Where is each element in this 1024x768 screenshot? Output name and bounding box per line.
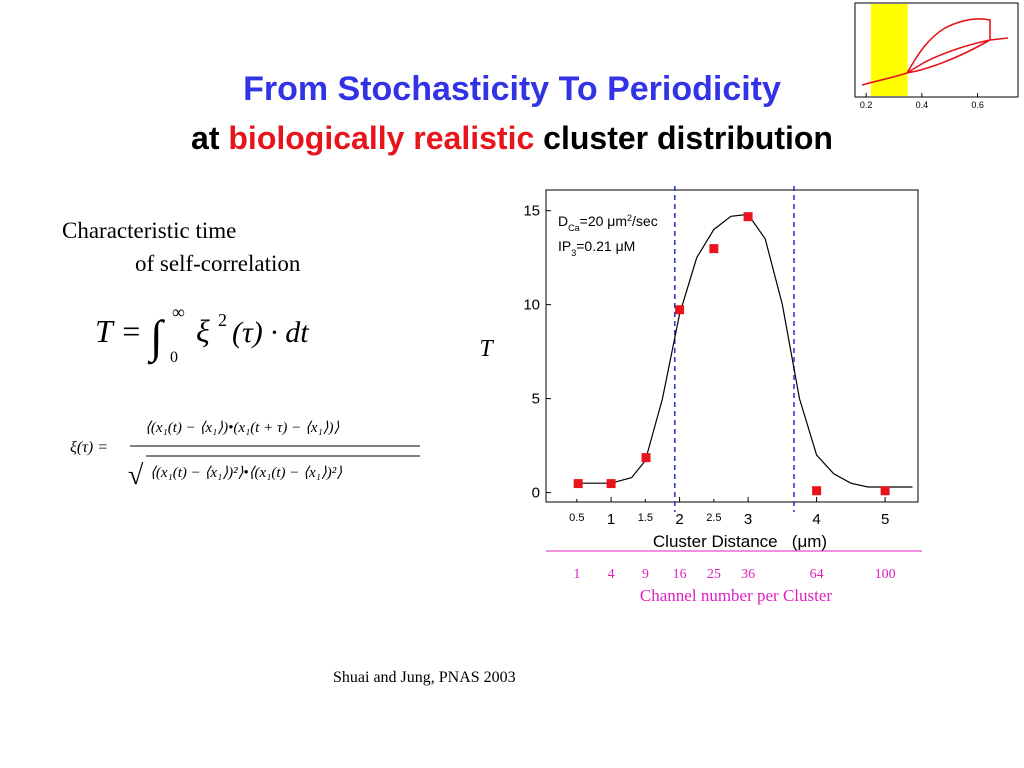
annotation: DCa=20 μm2/sec [558,213,658,233]
inset-band [870,4,908,96]
formula-upper: ∞ [172,302,185,322]
subtitle-part: at [191,120,228,156]
title: From Stochasticity To Periodicity [243,70,781,108]
subtitle-part: biologically realistic [228,120,534,156]
formula-integrand: ξ [196,313,210,349]
x-minor-tick-label: 1.5 [638,512,653,524]
channel-tick-label: 4 [608,567,615,582]
annotation: IP3=0.21 μM [558,238,635,258]
formula-1: T = ∫ 0 ∞ ξ 2 (τ) · dt [95,302,309,366]
inset-tick-label: 0.6 [971,100,984,110]
data-point [709,244,719,254]
y-tick-label: 5 [532,391,540,408]
subtitle-part: cluster distribution [534,120,833,156]
formula-lhs: T = [95,313,142,349]
annotation-part: 2 [627,213,632,223]
fit-curve [576,213,913,488]
annotation-part: =20 μm [580,213,627,229]
formula-root: √ [128,460,144,491]
formula-denominator: ⟨(x₁(t) − ⟨x₁⟩)²⟩•⟨(x₁(t) − ⟨x₁⟩)²⟩ [150,465,342,481]
x-minor-tick-label: 0.5 [569,512,584,524]
y-tick-label: 15 [523,203,540,220]
x-tick-label: 1 [607,511,615,528]
formula-integral: ∫ [147,311,165,365]
x-tick-label: 3 [744,511,752,528]
data-point [880,486,890,496]
channel-tick-label: 1 [573,567,580,582]
data-point [675,305,685,315]
description: of self-correlation [135,251,301,276]
channel-axis-label: Channel number per Cluster [640,586,832,605]
channel-tick-label: 9 [642,567,649,582]
formula-lhs: ξ(τ) = [70,439,108,456]
plot-frame [545,189,919,503]
data-point [606,479,616,489]
x-axis-label: Cluster Distance (μm) [653,532,827,551]
data-point [641,453,651,463]
x-tick-label: 2 [675,511,683,528]
subtitle: at biologically realistic cluster distri… [191,120,833,156]
chart: 0 5 10 15 1 2 3 4 5 0.5 1.5 2.5 Cluster Distance (μm… [479,186,922,605]
formula-power: 2 [218,310,227,330]
inset-tick-label: 0.2 [860,100,873,110]
formula-rest: (τ) · dt [232,316,309,349]
annotation-part: IP [558,238,571,254]
x-tick-label: 4 [812,511,820,528]
inset-curve [861,18,1009,86]
annotation-part: 3 [571,248,576,258]
channel-tick-label: 100 [875,567,896,582]
y-axis-label: T [479,336,494,362]
channel-tick-label: 36 [741,567,755,582]
annotation-part: =0.21 μM [576,238,635,254]
x-minor-tick-label: 2.5 [706,512,721,524]
formula-lower: 0 [170,349,178,366]
formula-2: ξ(τ) = ⟨(x₁(t) − ⟨x₁⟩)•(x₁(t + τ) − ⟨x₁⟩… [70,420,420,491]
data-point [573,479,583,489]
channel-tick-label: 25 [707,567,721,582]
y-tick-label: 10 [523,297,540,314]
formula-numerator: ⟨(x₁(t) − ⟨x₁⟩)•(x₁(t + τ) − ⟨x₁⟩)⟩ [145,420,340,436]
inset: 0.2 0.4 0.6 [854,2,1019,110]
description: Characteristic time [62,218,236,243]
x-tick-label: 5 [881,511,889,528]
data-point [812,486,822,496]
channel-tick-label: 16 [673,567,687,582]
y-tick-label: 0 [532,485,540,502]
annotation-part: /sec [632,213,658,229]
channel-tick-label: 64 [810,567,824,582]
annotation-part: Ca [568,223,580,233]
inset-tick-label: 0.4 [916,100,929,110]
citation: Shuai and Jung, PNAS 2003 [333,669,516,686]
annotation-part: D [558,213,568,229]
data-point [743,212,753,222]
